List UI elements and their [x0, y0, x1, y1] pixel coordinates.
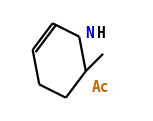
Text: N: N: [85, 26, 93, 41]
Text: Ac: Ac: [92, 80, 109, 95]
Text: H: H: [97, 26, 105, 41]
